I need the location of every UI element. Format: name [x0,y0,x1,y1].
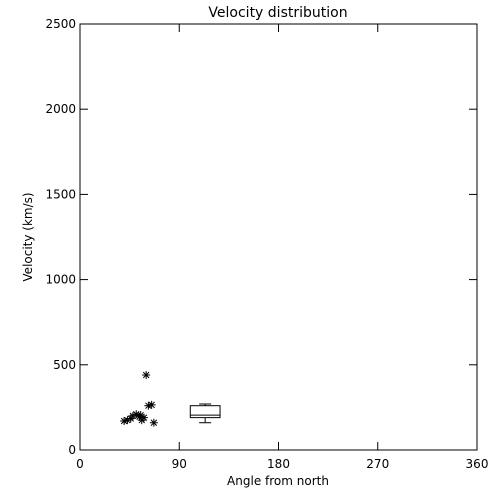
y-tick-label: 500 [53,358,76,372]
x-axis-label: Angle from north [227,474,329,488]
data-points [120,371,158,427]
y-tick-label: 2000 [45,102,76,116]
x-tick-label: 270 [366,457,389,471]
y-tick-label: 1500 [45,187,76,201]
data-point [142,371,151,380]
data-point [149,418,158,427]
x-tick-label: 360 [466,457,489,471]
x-tick-label: 90 [172,457,187,471]
chart-title: Velocity distribution [208,5,347,21]
y-tick-label: 0 [68,443,76,457]
x-tick-label: 180 [267,457,290,471]
plot-frame [79,23,478,451]
y-tick-label: 1000 [45,273,76,287]
x-tick-label: 0 [76,457,84,471]
y-tick-label: 2500 [45,17,76,31]
data-point [136,411,145,420]
boxplot [189,403,221,424]
y-axis-label: Velocity (km/s) [21,192,35,281]
box-iqr [189,405,221,419]
data-point [147,400,156,409]
axis-ticks: 0 90 180 270 360 0 500 1000 1500 2000 2500 [45,17,488,471]
